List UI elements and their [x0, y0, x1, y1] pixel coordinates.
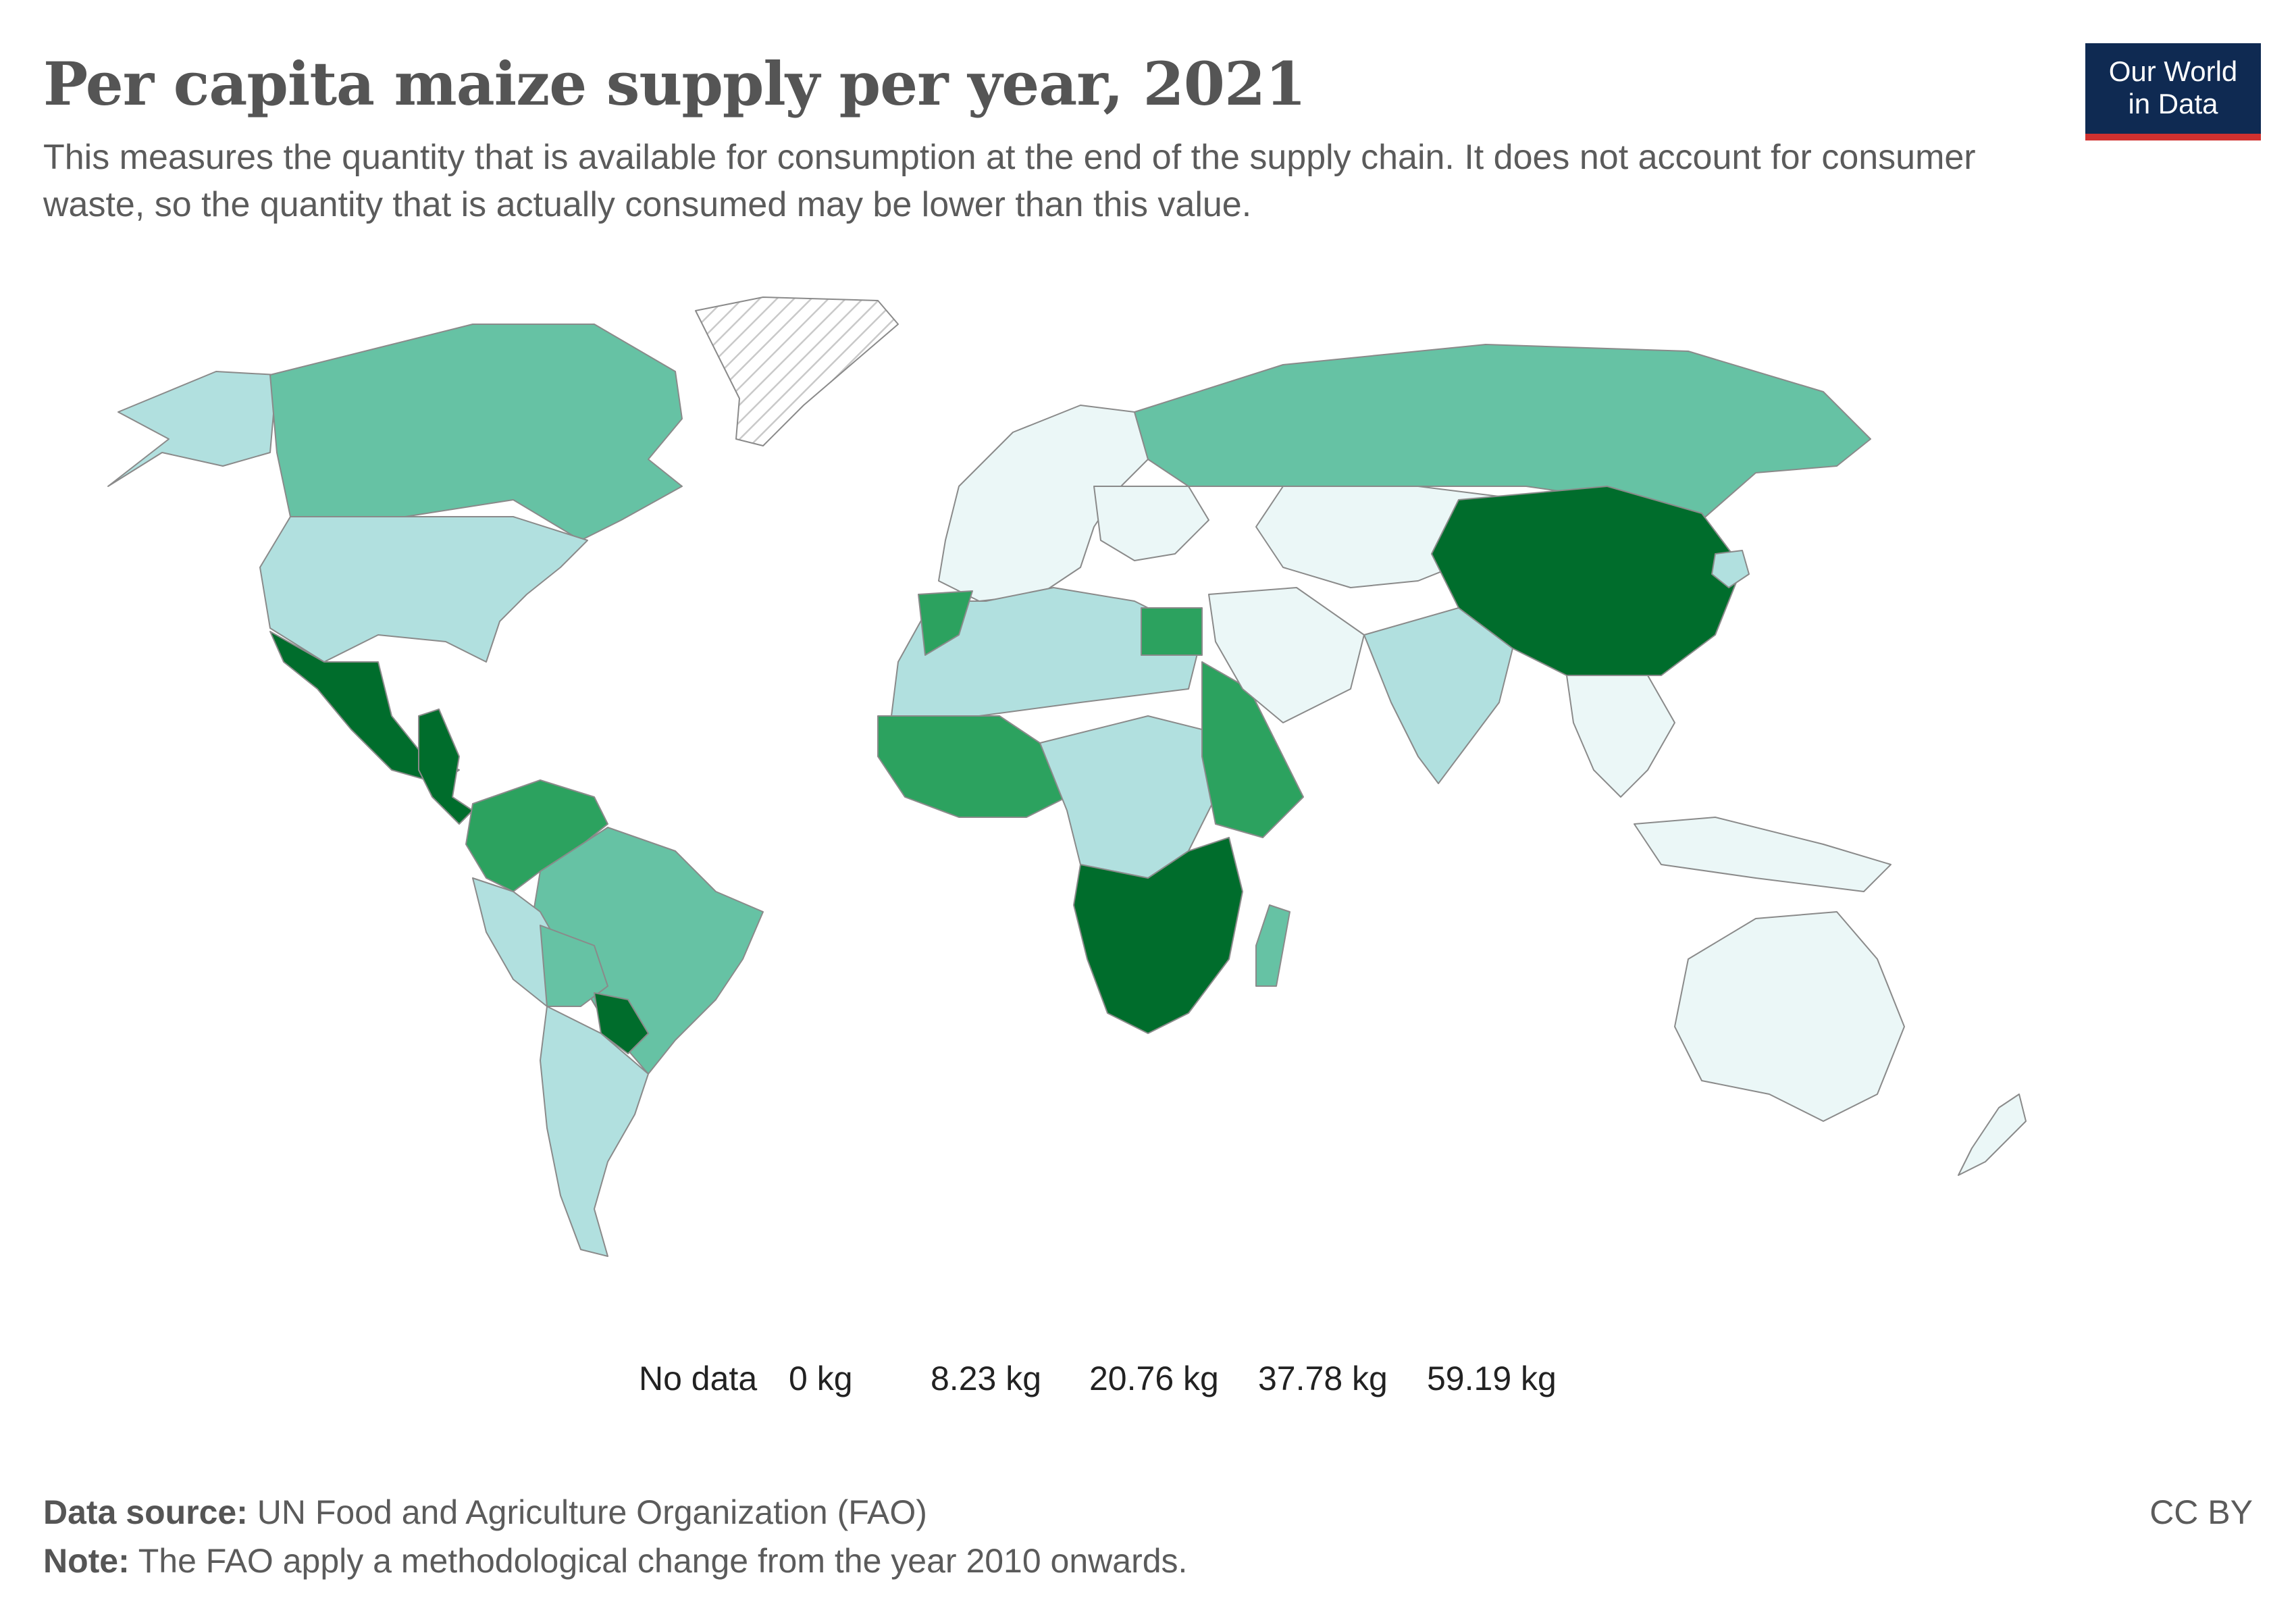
license-link[interactable]: CC BY: [2149, 1493, 2253, 1531]
world-map[interactable]: Alaska Canada Greenland United States Me…: [0, 284, 2296, 1297]
region-argentina-chile[interactable]: Argentina / Chile: [540, 1006, 649, 1257]
region-india[interactable]: China: [1363, 607, 1513, 784]
owid-logo[interactable]: Our World in Data: [2085, 43, 2261, 140]
region-egypt[interactable]: Egypt: [1141, 607, 1203, 656]
logo-line-2: in Data: [2128, 88, 2218, 120]
note-label: Note:: [43, 1542, 130, 1580]
region-united-states[interactable]: United States: [259, 516, 588, 663]
data-source-label: Data source:: [43, 1493, 248, 1531]
legend-label-59kg: 59.19 kg: [1427, 1360, 1557, 1397]
region-north-africa[interactable]: North Africa: [891, 587, 1203, 717]
region-central-america[interactable]: Central America: [418, 709, 473, 825]
region-east-africa[interactable]: East Africa: [1201, 661, 1304, 838]
region-indonesia[interactable]: Australia: [1634, 817, 1891, 892]
note: Note: The FAO apply a methodological cha…: [43, 1541, 1187, 1580]
region-australia[interactable]: New Zealand: [1674, 911, 1905, 1122]
region-china[interactable]: North Korea: [1431, 486, 1743, 676]
chart-subtitle: This measures the quantity that is avail…: [43, 138, 1976, 224]
legend-label-0kg: 0 kg: [789, 1360, 853, 1397]
data-source-text: UN Food and Agriculture Organization (FA…: [247, 1493, 927, 1531]
region-alaska[interactable]: Alaska: [107, 371, 278, 487]
map-regions: Alaska Canada Greenland United States Me…: [107, 297, 2027, 1257]
region-russia[interactable]: Eastern Europe: [1134, 344, 1871, 521]
region-north-korea[interactable]: Southeast Asia: [1711, 550, 1750, 588]
legend-no-data-label: No data: [639, 1360, 758, 1397]
region-southern-africa[interactable]: Southern Africa: [1073, 837, 1243, 1034]
region-morocco[interactable]: Morocco: [918, 590, 973, 656]
region-europe[interactable]: Russia: [938, 405, 1149, 602]
region-canada[interactable]: Canada: [269, 324, 683, 541]
region-southeast-asia[interactable]: Indonesia: [1566, 675, 1675, 798]
logo-line-1: Our World: [2108, 55, 2238, 87]
note-text: The FAO apply a methodological change fr…: [129, 1542, 1188, 1580]
region-greenland[interactable]: Greenland: [695, 297, 899, 446]
region-eastern-europe[interactable]: Europe: [1093, 486, 1209, 561]
data-source: Data source: UN Food and Agriculture Org…: [43, 1493, 927, 1532]
legend-label-37kg: 37.78 kg: [1258, 1360, 1388, 1397]
legend-label-8kg: 8.23 kg: [931, 1360, 1042, 1397]
legend-label-20kg: 20.76 kg: [1089, 1360, 1219, 1397]
region-new-zealand[interactable]: Madagascar: [1958, 1093, 2027, 1176]
region-middle-east[interactable]: Central Asia: [1208, 587, 1365, 723]
region-madagascar[interactable]: Middle East: [1255, 904, 1290, 987]
chart-title: Per capita maize supply per year, 2021: [43, 49, 1306, 119]
region-west-africa[interactable]: West Africa: [877, 715, 1068, 818]
